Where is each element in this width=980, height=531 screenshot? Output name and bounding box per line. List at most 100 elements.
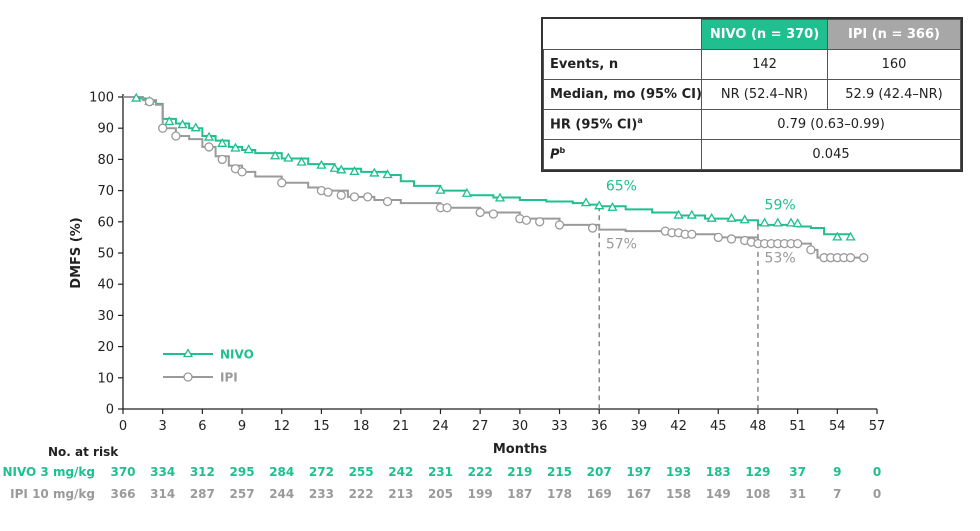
stats-label-events: Events, n: [543, 49, 702, 80]
censor-mark-ipi: [277, 178, 287, 188]
risk-count: 158: [666, 487, 691, 501]
censor-mark-nivo: [785, 217, 797, 227]
x-tick-label: 18: [353, 419, 370, 434]
risk-count: 222: [468, 465, 493, 479]
x-tick-label: 51: [789, 419, 806, 434]
censor-mark-ipi: [554, 220, 565, 230]
risk-count: 284: [269, 465, 294, 479]
legend: NIVO IPI: [163, 348, 254, 385]
risk-row-label: NIVO 3 mg/kg: [2, 465, 95, 479]
x-tick-label: 45: [710, 419, 727, 434]
risk-count: 0: [873, 465, 881, 479]
stats-header-blank: [543, 19, 702, 50]
censor-mark-ipi: [323, 187, 333, 197]
risk-count: 312: [190, 465, 215, 479]
censor-mark-nivo: [190, 122, 201, 132]
percent-label: 65%: [606, 179, 637, 195]
stats-label-hr: HR (95% CI)a: [543, 109, 702, 140]
x-tick-label: 24: [432, 419, 449, 434]
risk-count: 366: [110, 487, 135, 501]
censor-mark-nivo: [217, 137, 228, 147]
censor-mark-ipi: [587, 223, 598, 233]
stats-row-p: Pb 0.045: [543, 139, 961, 170]
risk-row-label: IPI 10 mg/kg: [10, 487, 95, 501]
risk-count: 37: [789, 465, 806, 479]
y-tick-label: 50: [97, 247, 114, 262]
legend-marker: [182, 348, 194, 358]
censor-mark-ipi: [144, 97, 155, 107]
stats-events-nivo: 142: [701, 49, 828, 80]
risk-count: 0: [873, 487, 881, 501]
censor-mark-nivo: [131, 92, 142, 102]
censor-mark-nivo: [243, 144, 254, 154]
stats-hr-label-text: HR (95% CI): [550, 117, 638, 133]
y-tick-label: 70: [97, 184, 114, 199]
risk-count: 255: [349, 465, 374, 479]
reference-lines: [598, 206, 759, 409]
censor-mark-nivo: [435, 184, 446, 194]
stats-table: NIVO (n = 370) IPI (n = 366) Events, n 1…: [541, 17, 963, 172]
x-tick-label: 48: [750, 419, 767, 434]
censor-mark-nivo: [494, 192, 506, 202]
censor-marks: [131, 92, 869, 263]
series-line-nivo: [123, 96, 852, 238]
censor-mark-nivo: [177, 119, 188, 129]
x-tick-label: 39: [631, 419, 648, 434]
x-axis-title: Months: [493, 442, 548, 457]
censor-mark-nivo: [845, 231, 856, 241]
y-tick-label: 20: [97, 340, 114, 355]
censor-mark-nivo: [270, 150, 281, 160]
censor-mark-nivo: [369, 167, 380, 177]
stats-hr-footnote: a: [637, 116, 643, 126]
censor-mark-ipi: [521, 215, 532, 225]
stats-p-value: 0.045: [701, 139, 961, 170]
y-tick-label: 0: [106, 403, 114, 418]
risk-count: 108: [745, 487, 770, 501]
censor-mark-nivo: [594, 200, 605, 210]
censor-mark-ipi: [859, 253, 869, 263]
percent-label: 59%: [765, 197, 796, 213]
censor-mark-nivo: [316, 159, 327, 169]
risk-count: 178: [547, 487, 572, 501]
censor-mark-nivo: [759, 217, 770, 227]
x-tick-label: 36: [591, 419, 608, 434]
censor-mark-ipi: [792, 238, 803, 249]
risk-count: 205: [428, 487, 453, 501]
y-tick-label: 30: [97, 309, 114, 324]
risk-count: 31: [789, 487, 806, 501]
y-tick-label: 90: [97, 122, 114, 137]
y-tick-label: 40: [97, 278, 114, 293]
censor-mark-ipi: [336, 190, 346, 200]
risk-count: 314: [150, 487, 175, 501]
risk-count: 7: [833, 487, 841, 501]
risk-count: 187: [507, 487, 532, 501]
stats-row-median: Median, mo (95% CI) NR (52.4–NR) 52.9 (4…: [543, 79, 961, 110]
censor-mark-nivo: [832, 231, 843, 241]
y-tick-label: 80: [97, 153, 114, 168]
risk-count: 149: [706, 487, 731, 501]
x-tick-label: 57: [869, 419, 886, 434]
legend-label: NIVO: [220, 348, 254, 362]
x-tick-label: 9: [238, 419, 246, 434]
risk-table-title: No. at risk: [48, 445, 119, 459]
censor-mark-nivo: [329, 162, 340, 172]
percent-label: 57%: [606, 236, 637, 252]
risk-count: 257: [230, 487, 255, 501]
censor-mark-nivo: [349, 166, 360, 176]
percent-label: 53%: [765, 250, 796, 266]
censor-mark-nivo: [686, 209, 697, 219]
risk-count: 207: [587, 465, 612, 479]
risk-count: 287: [190, 487, 215, 501]
censor-mark-nivo: [673, 209, 684, 219]
stats-events-ipi: 160: [827, 49, 961, 80]
censor-mark-nivo: [772, 217, 783, 227]
y-tick-label: 60: [97, 215, 114, 230]
censor-mark-nivo: [792, 218, 803, 228]
censor-mark-nivo: [739, 214, 750, 224]
censor-mark-ipi: [349, 192, 360, 202]
risk-count: 242: [388, 465, 413, 479]
stats-label-p: Pb: [543, 139, 702, 170]
risk-count: 129: [745, 465, 770, 479]
risk-count: 233: [309, 487, 334, 501]
censor-mark-ipi: [217, 154, 227, 165]
